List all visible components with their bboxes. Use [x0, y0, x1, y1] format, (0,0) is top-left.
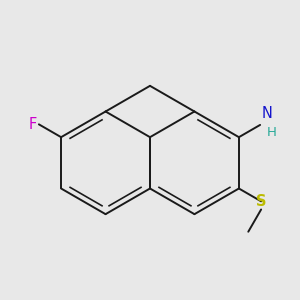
Text: H: H — [266, 126, 276, 139]
Text: N: N — [261, 106, 272, 121]
Text: S: S — [256, 194, 266, 209]
Text: F: F — [28, 117, 37, 132]
